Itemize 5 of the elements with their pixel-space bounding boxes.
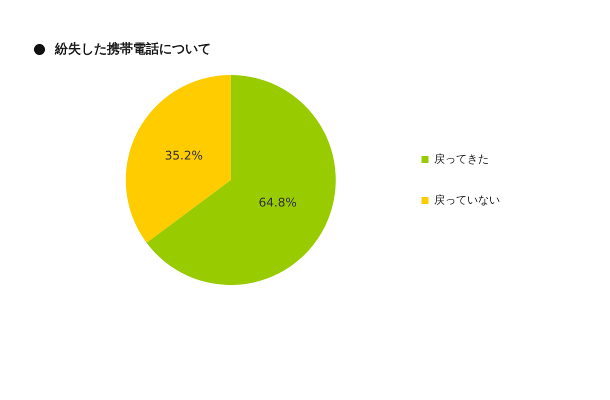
data-label: 64.8% — [258, 196, 297, 210]
legend-label: 戻っていない — [434, 193, 500, 206]
data-label: 35.2% — [164, 148, 203, 163]
legend-label: 戻ってきた — [434, 152, 489, 166]
chart-title: 紛失した携帯電話について — [55, 40, 211, 58]
